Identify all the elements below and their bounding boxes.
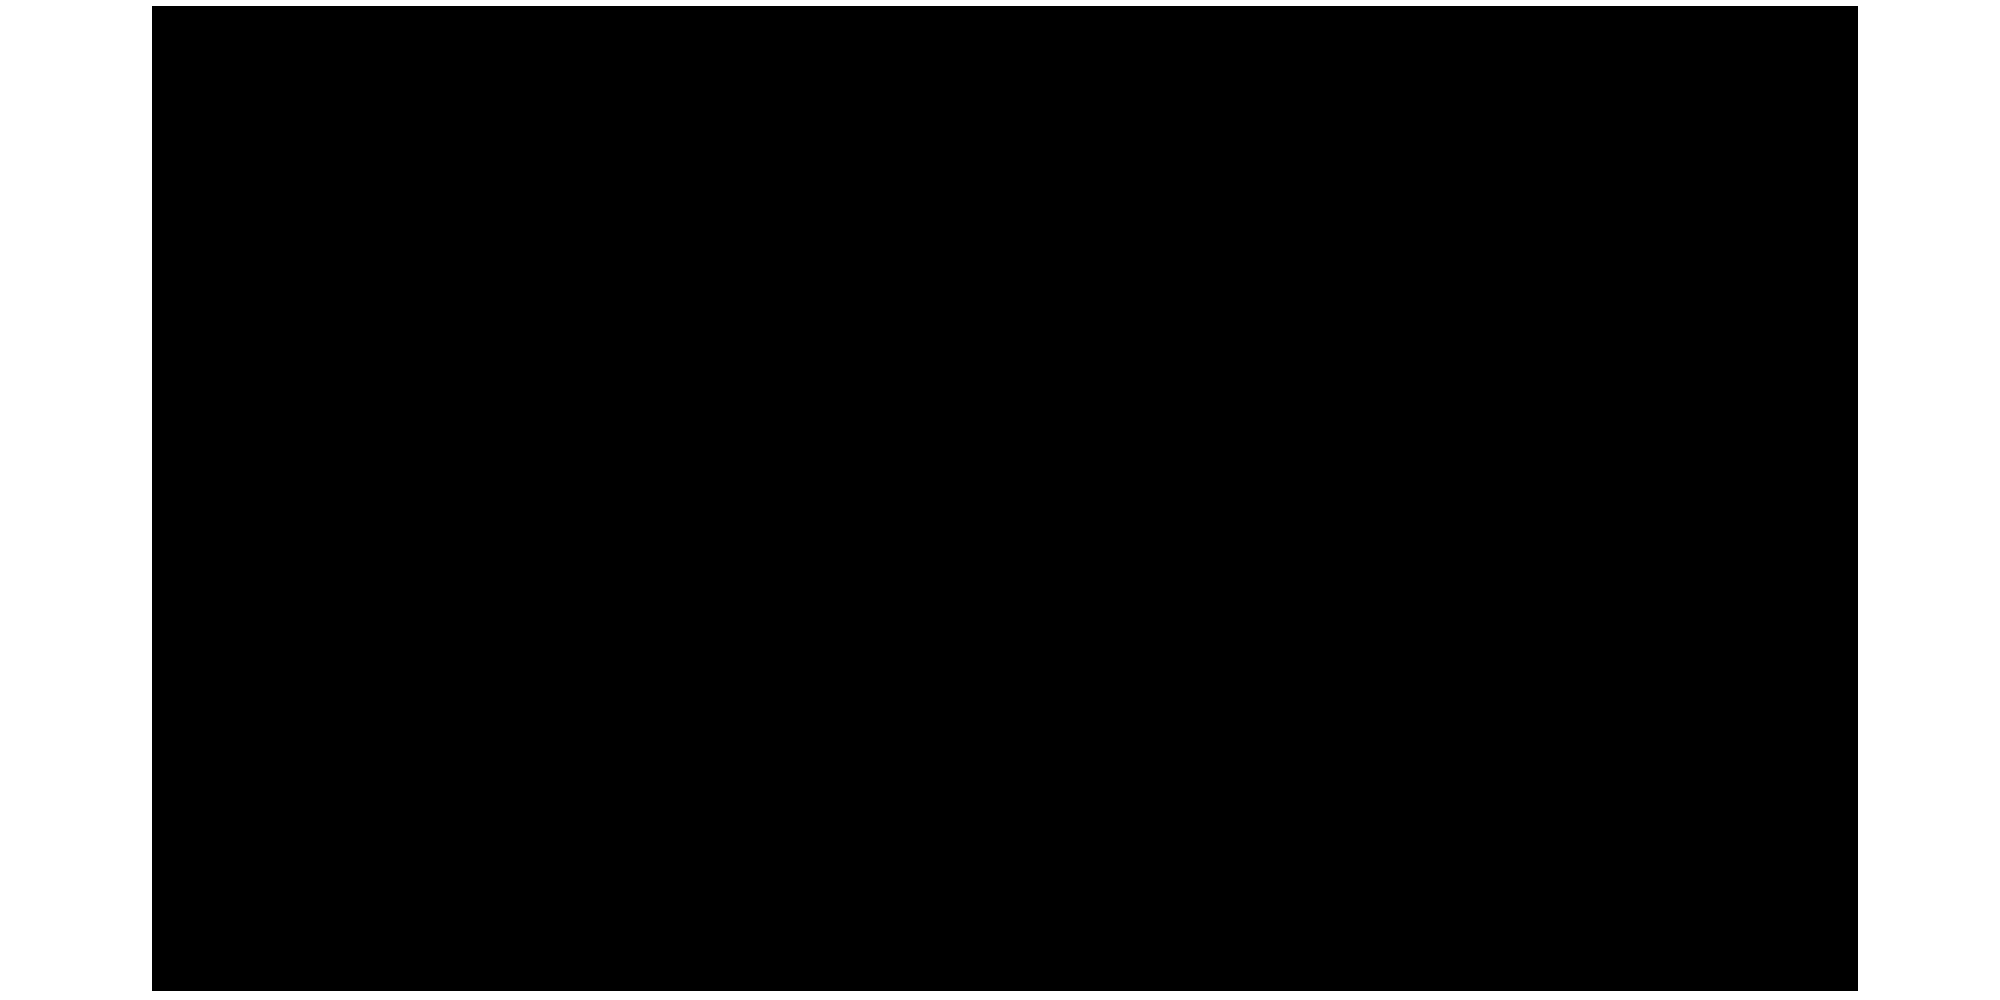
word-cloud-svg [152, 6, 1858, 991]
word-cloud [152, 6, 1858, 991]
